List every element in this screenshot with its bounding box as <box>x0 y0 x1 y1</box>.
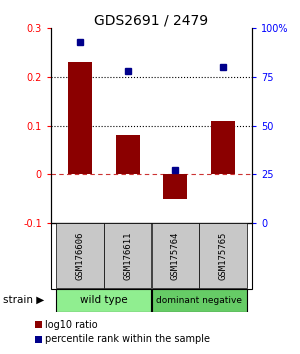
FancyBboxPatch shape <box>152 223 199 289</box>
Bar <box>68 62 92 175</box>
FancyBboxPatch shape <box>152 289 247 312</box>
Bar <box>35 336 42 343</box>
FancyBboxPatch shape <box>56 223 104 289</box>
Text: GSM176611: GSM176611 <box>123 232 132 280</box>
Bar <box>116 135 140 175</box>
Text: strain ▶: strain ▶ <box>3 295 44 305</box>
Text: dominant negative: dominant negative <box>156 296 242 304</box>
Bar <box>35 321 42 328</box>
Text: log10 ratio: log10 ratio <box>45 320 98 330</box>
Bar <box>211 121 235 175</box>
FancyBboxPatch shape <box>56 289 152 312</box>
Text: GSM175764: GSM175764 <box>171 232 180 280</box>
Text: percentile rank within the sample: percentile rank within the sample <box>45 335 210 344</box>
Title: GDS2691 / 2479: GDS2691 / 2479 <box>94 13 208 27</box>
Text: wild type: wild type <box>80 295 128 305</box>
Bar <box>164 175 188 199</box>
FancyBboxPatch shape <box>104 223 152 289</box>
FancyBboxPatch shape <box>200 223 247 289</box>
Text: GSM176606: GSM176606 <box>75 232 84 280</box>
Text: GSM175765: GSM175765 <box>219 232 228 280</box>
